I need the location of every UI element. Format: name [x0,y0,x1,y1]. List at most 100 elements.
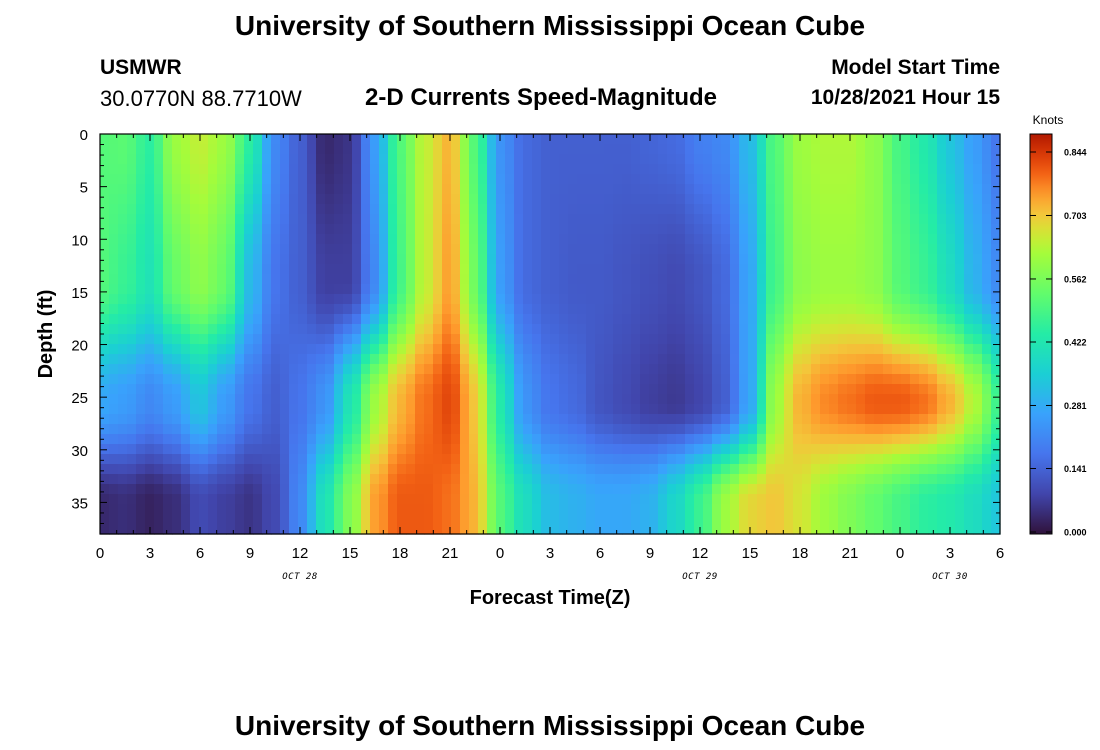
heatmap-cell [973,254,983,265]
heatmap-cell [433,484,443,495]
heatmap-cell [631,394,641,405]
heatmap-cell [568,204,578,215]
heatmap-cell [982,384,992,395]
heatmap-cell [280,514,290,525]
heatmap-cell [109,324,119,335]
heatmap-cell [973,274,983,285]
heatmap-cell [802,234,812,245]
heatmap-cell [334,524,344,535]
heatmap-cell [253,184,263,195]
heatmap-cell [595,254,605,265]
heatmap-cell [991,154,1001,165]
heatmap-cell [109,434,119,445]
heatmap-cell [460,134,470,145]
heatmap-cell [145,264,155,275]
heatmap-cell [721,354,731,365]
heatmap-cell [325,144,335,155]
heatmap-cell [415,214,425,225]
heatmap-cell [883,514,893,525]
heatmap-cell [559,294,569,305]
heatmap-cell [784,414,794,425]
heatmap-cell [676,154,686,165]
heatmap-cell [163,264,173,275]
heatmap-cell [442,164,452,175]
heatmap-cell [793,284,803,295]
heatmap-cell [190,384,200,395]
heatmap-cell [640,514,650,525]
heatmap-cell [892,264,902,275]
heatmap-cell [181,364,191,375]
heatmap-cell [604,364,614,375]
heatmap-cell [226,454,236,465]
heatmap-cell [325,414,335,425]
heatmap-cell [370,514,380,525]
heatmap-cell [307,314,317,325]
heatmap-cell [505,214,515,225]
heatmap-cell [883,374,893,385]
heatmap-cell [901,344,911,355]
heatmap-cell [460,294,470,305]
heatmap-cell [415,384,425,395]
heatmap-cell [892,474,902,485]
heatmap-cell [658,134,668,145]
heatmap-cell [667,154,677,165]
heatmap-cell [793,374,803,385]
heatmap-cell [730,224,740,235]
heatmap-cell [397,154,407,165]
heatmap-cell [946,344,956,355]
heatmap-cell [703,214,713,225]
heatmap-cell [550,274,560,285]
heatmap-cell [739,214,749,225]
heatmap-cell [460,254,470,265]
heatmap-cell [640,294,650,305]
heatmap-cell [316,264,326,275]
heatmap-cell [649,424,659,435]
heatmap-cell [676,384,686,395]
heatmap-cell [829,464,839,475]
heatmap-cell [883,334,893,345]
heatmap-cell [496,344,506,355]
heatmap-cell [487,354,497,365]
heatmap-cell [163,474,173,485]
heatmap-cell [901,514,911,525]
heatmap-cell [334,254,344,265]
heatmap-cell [802,444,812,455]
heatmap-cell [568,214,578,225]
heatmap-cell [451,364,461,375]
x-axis-title: Forecast Time(Z) [470,587,631,609]
heatmap-cell [316,514,326,525]
heatmap-cell [991,414,1001,425]
heatmap-cell [856,334,866,345]
heatmap-cell [343,174,353,185]
heatmap-cell [424,234,434,245]
heatmap-cell [307,284,317,295]
heatmap-cell [307,244,317,255]
heatmap-cell [226,304,236,315]
heatmap-cell [766,434,776,445]
heatmap-cell [190,494,200,505]
heatmap-cell [532,414,542,425]
heatmap-cell [190,194,200,205]
heatmap-cell [919,344,929,355]
heatmap-cell [523,144,533,155]
heatmap-cell [361,304,371,315]
heatmap-cell [982,494,992,505]
heatmap-cell [568,484,578,495]
heatmap-cell [415,524,425,535]
heatmap-cell [127,454,137,465]
heatmap-cell [622,134,632,145]
heatmap-cell [505,474,515,485]
heatmap-cell [100,194,110,205]
heatmap-cell [100,354,110,365]
heatmap-cell [514,194,524,205]
heatmap-cell [703,194,713,205]
heatmap-cell [343,294,353,305]
heatmap-cell [388,284,398,295]
heatmap-cell [874,504,884,515]
heatmap-cell [379,274,389,285]
heatmap-cell [739,394,749,405]
heatmap-cell [757,364,767,375]
heatmap-cell [541,394,551,405]
heatmap-cell [514,324,524,335]
heatmap-cell [883,464,893,475]
